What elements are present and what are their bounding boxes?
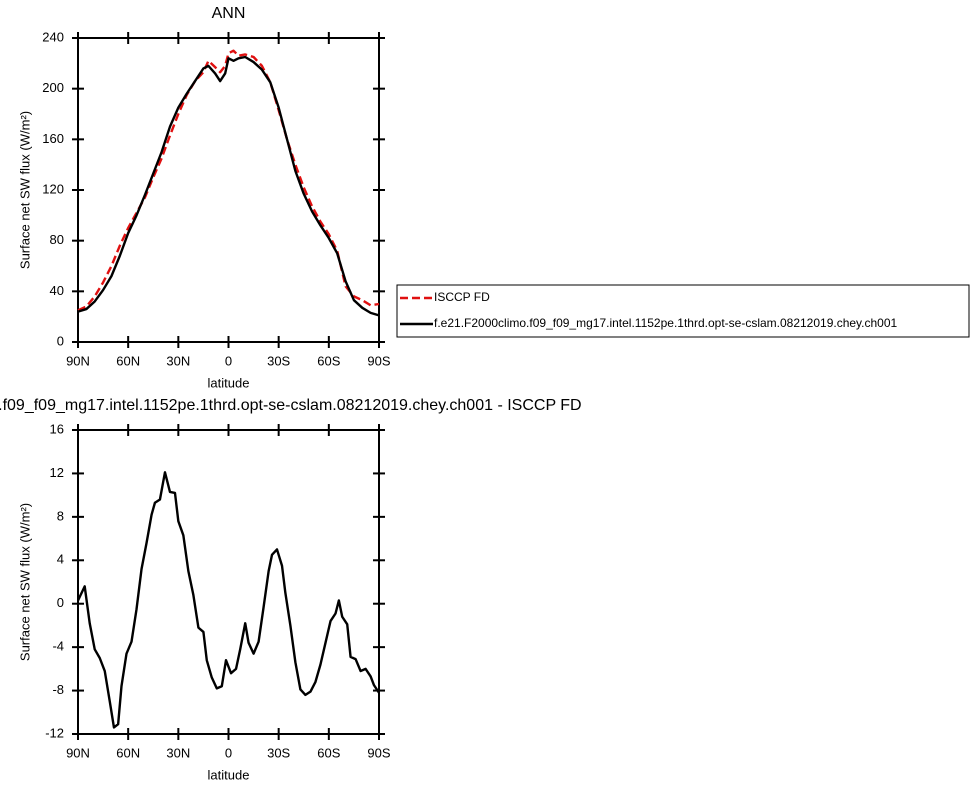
- x-tick-label: 60S: [317, 353, 340, 368]
- y-tick-label: 16: [50, 421, 64, 436]
- y-tick-label: 80: [50, 232, 64, 247]
- y-tick-label: 240: [42, 29, 64, 44]
- y-tick-label: 200: [42, 80, 64, 95]
- x-tick-label: 90N: [66, 745, 90, 760]
- x-tick-label: 30S: [267, 745, 290, 760]
- y-tick-label: 12: [50, 465, 64, 480]
- x-tick-label: 30N: [166, 353, 190, 368]
- x-axis-label: latitude: [208, 375, 250, 390]
- legend: ISCCP FD f.e21.F2000climo.f09_f09_mg17.in…: [396, 284, 970, 338]
- x-tick-label: 90S: [367, 745, 390, 760]
- y-tick-label: 8: [57, 508, 64, 523]
- legend-label: f.e21.F2000climo.f09_f09_mg17.intel.1152…: [434, 316, 898, 330]
- y-tick-label: -4: [52, 639, 64, 654]
- x-tick-label: 90S: [367, 353, 390, 368]
- y-axis-label: Surface net SW flux (W/m²): [17, 111, 32, 269]
- x-tick-label: 60N: [116, 353, 140, 368]
- x-tick-label: 60S: [317, 745, 340, 760]
- legend-label: ISCCP FD: [434, 290, 490, 304]
- x-tick-label: 60N: [116, 745, 140, 760]
- plot-frame: [77, 37, 380, 343]
- y-tick-label: 40: [50, 283, 64, 298]
- series-line: [76, 471, 381, 729]
- x-tick-label: 30N: [166, 745, 190, 760]
- plot-frame: [77, 429, 380, 735]
- y-axis-label: Surface net SW flux (W/m²): [17, 503, 32, 661]
- x-tick-label: 0: [225, 353, 232, 368]
- x-axis-label: latitude: [208, 767, 250, 782]
- y-tick-label: 0: [57, 595, 64, 610]
- y-tick-label: 160: [42, 131, 64, 146]
- chart-title: f.e21.F2000climo.f09_f09_mg17.intel.1152…: [0, 397, 582, 414]
- y-tick-label: 120: [42, 181, 64, 196]
- series-line: [77, 49, 380, 312]
- series-line: [77, 55, 380, 317]
- y-tick-label: 4: [57, 552, 64, 567]
- x-tick-label: 30S: [267, 353, 290, 368]
- x-tick-label: 0: [225, 745, 232, 760]
- y-tick-label: -8: [52, 682, 64, 697]
- legend-box: [396, 284, 970, 338]
- y-tick-label: 0: [57, 333, 64, 348]
- x-tick-label: 90N: [66, 353, 90, 368]
- y-tick-label: -12: [45, 725, 64, 740]
- chart-title: ANN: [212, 5, 246, 22]
